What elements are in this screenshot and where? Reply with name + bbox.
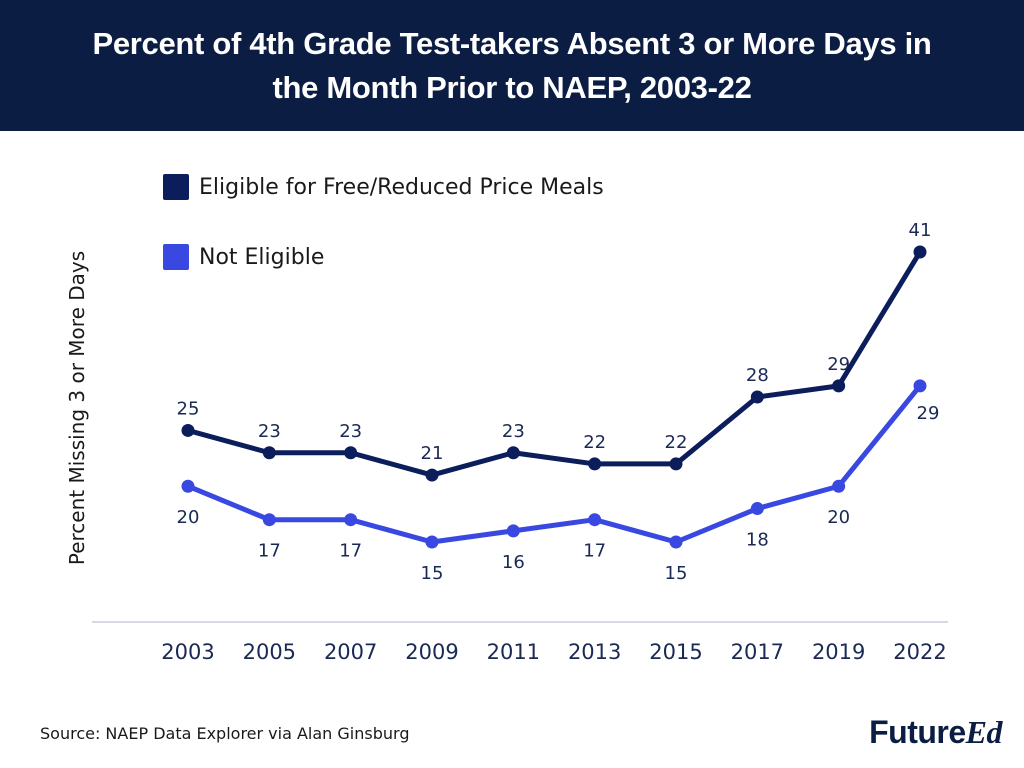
data-label: 17 <box>583 541 606 562</box>
data-label: 15 <box>421 563 444 584</box>
data-label: 20 <box>827 507 850 528</box>
x-tick-label: 2005 <box>243 640 296 664</box>
series-line <box>185 249 923 478</box>
legend-item-not-eligible: Not Eligible <box>163 240 604 274</box>
data-point <box>425 468 439 482</box>
x-tick-label: 2015 <box>649 640 702 664</box>
data-point <box>344 513 358 527</box>
data-point <box>506 446 520 460</box>
data-label: 23 <box>258 421 281 442</box>
data-label: 17 <box>339 541 362 562</box>
data-label: 23 <box>339 421 362 442</box>
data-label: 22 <box>583 432 606 453</box>
data-point <box>588 457 602 471</box>
x-tick-label: 2017 <box>731 640 784 664</box>
data-point <box>181 479 195 493</box>
data-label: 15 <box>665 563 688 584</box>
x-tick-label: 2009 <box>405 640 458 664</box>
data-point <box>262 513 276 527</box>
data-label: 20 <box>177 507 200 528</box>
futureed-logo: FutureEd <box>869 714 1002 751</box>
legend-swatch-eligible <box>163 174 189 200</box>
data-point <box>425 535 439 549</box>
data-point <box>750 390 764 404</box>
data-point <box>588 513 602 527</box>
series-layer: 25 23 23 21 23 22 22 28 29 41 20 17 17 15 16 17 15 18 20 29 <box>177 220 940 584</box>
x-tick-label: 2019 <box>812 640 865 664</box>
data-point <box>832 379 846 393</box>
x-tick-label: 2007 <box>324 640 377 664</box>
chart-title: Percent of 4th Grade Test-takers Absent … <box>92 25 932 105</box>
legend-label-eligible: Eligible for Free/Reduced Price Meals <box>199 174 604 200</box>
data-label: 41 <box>909 220 932 241</box>
title-banner: Percent of 4th Grade Test-takers Absent … <box>0 0 1024 131</box>
legend: Eligible for Free/Reduced Price Meals No… <box>163 170 604 274</box>
x-tick-label: 2022 <box>893 640 946 664</box>
data-point <box>506 524 520 538</box>
legend-item-eligible: Eligible for Free/Reduced Price Meals <box>163 170 604 204</box>
logo-ed: Ed <box>965 714 1003 750</box>
data-label: 22 <box>665 432 688 453</box>
data-label: 29 <box>917 403 940 424</box>
series-not-eligible: 20 17 17 15 16 17 15 18 20 29 <box>177 379 940 584</box>
data-label: 28 <box>746 365 769 386</box>
x-tick-label: 2003 <box>161 640 214 664</box>
data-point <box>262 446 276 460</box>
x-tick-label: 2013 <box>568 640 621 664</box>
legend-label-not-eligible: Not Eligible <box>199 244 325 270</box>
series-eligible: 25 23 23 21 23 22 22 28 29 41 <box>177 220 932 482</box>
data-label: 18 <box>746 530 769 551</box>
series-line <box>185 383 923 545</box>
source-note: Source: NAEP Data Explorer via Alan Gins… <box>40 724 410 743</box>
data-label: 25 <box>177 398 200 419</box>
logo-future: Future <box>869 714 966 750</box>
data-label: 16 <box>502 552 525 573</box>
data-point <box>181 423 195 437</box>
data-point <box>669 457 683 471</box>
x-tick-label: 2011 <box>487 640 540 664</box>
data-label: 21 <box>421 443 444 464</box>
data-point <box>344 446 358 460</box>
data-point <box>913 379 927 393</box>
x-tick-labels: 2003 2005 2007 2009 2011 2013 2015 2017 2019 2022 <box>161 640 946 664</box>
data-point <box>669 535 683 549</box>
data-point <box>750 502 764 516</box>
data-label: 29 <box>827 354 850 375</box>
data-point <box>832 479 846 493</box>
data-label: 23 <box>502 421 525 442</box>
data-point <box>913 245 927 259</box>
legend-swatch-not-eligible <box>163 244 189 270</box>
data-label: 17 <box>258 541 281 562</box>
